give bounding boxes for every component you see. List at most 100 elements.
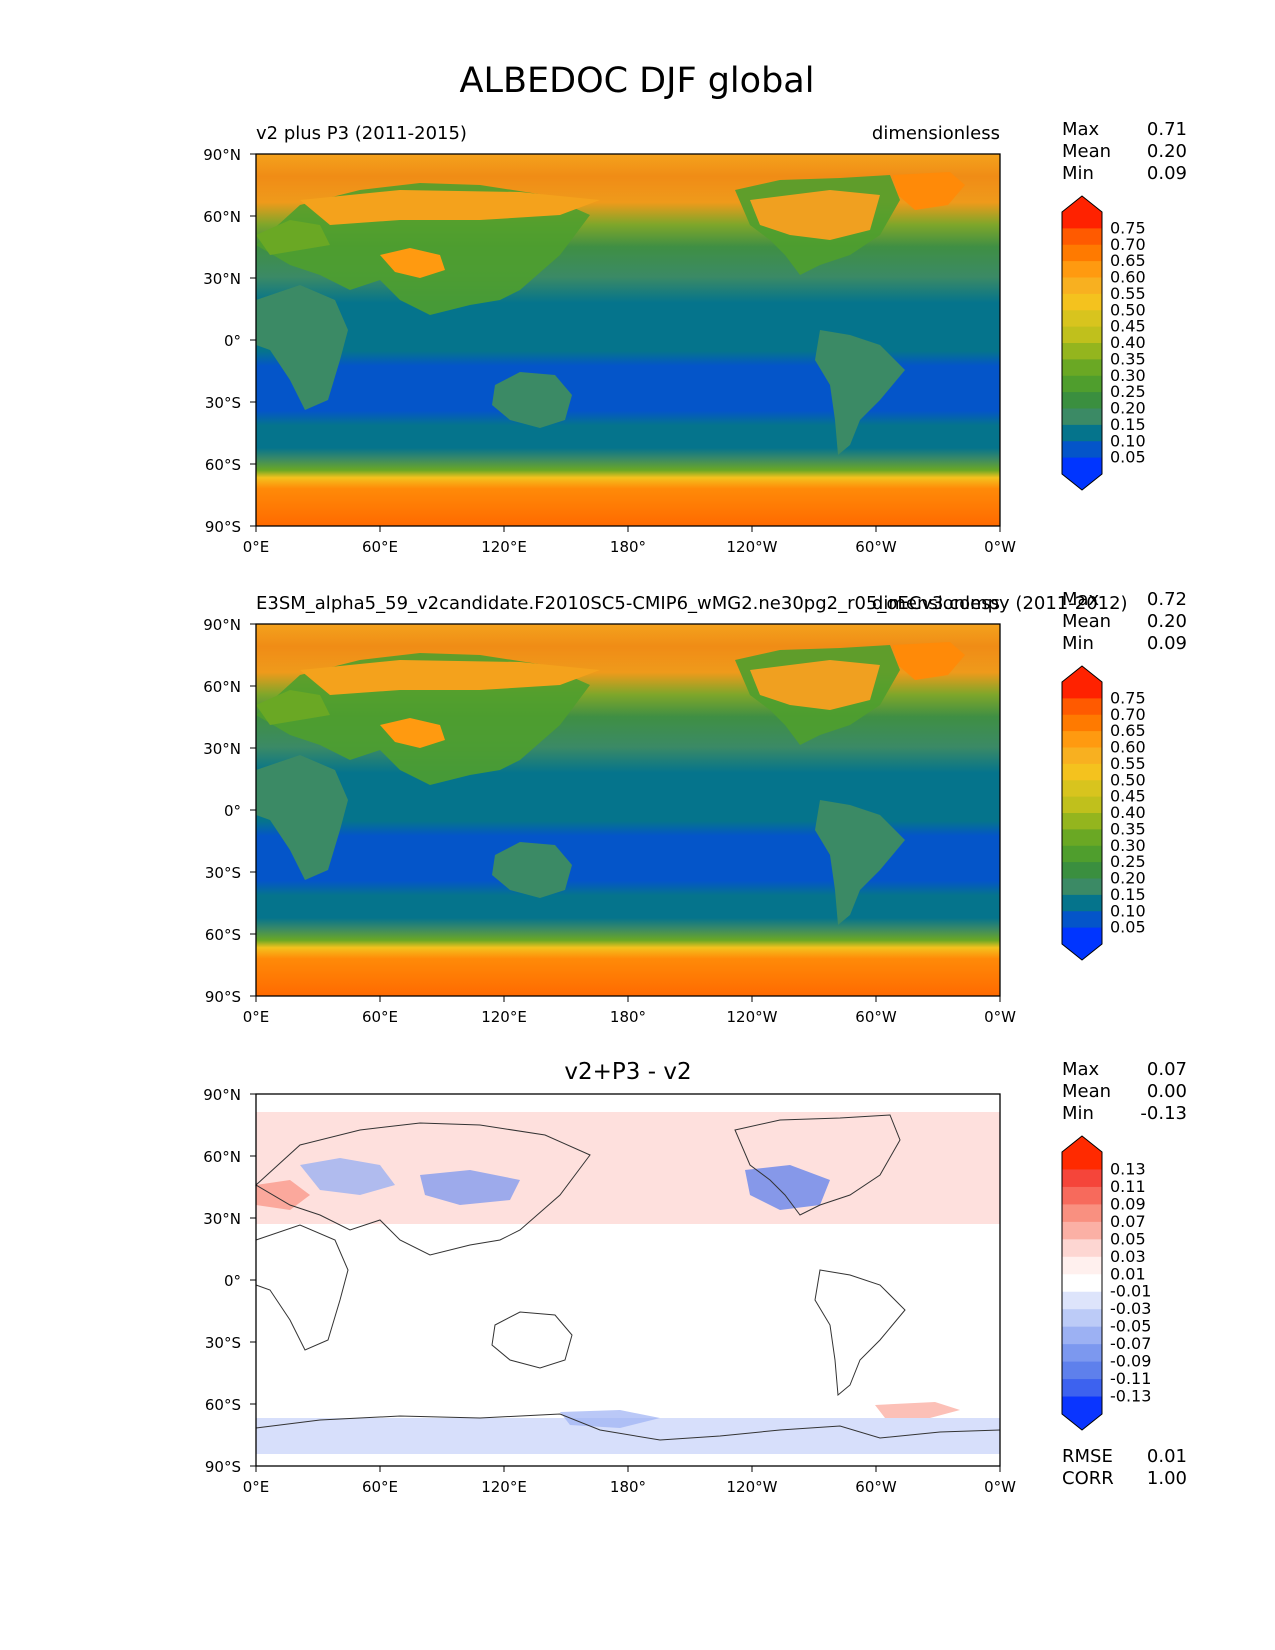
colorbar-segment [1062,682,1102,699]
colorbar-segment [1062,731,1102,749]
snow-tibet [380,718,445,748]
x-tick-label: 60°W [855,1008,897,1026]
stat-value: 0.20 [1147,611,1187,632]
diff-europe-pos [256,1180,310,1210]
colorbar: 0.130.110.090.070.050.030.01-0.01-0.03-0… [1061,1135,1151,1431]
colorbar-extend-bottom [1062,1414,1102,1430]
continent-africa [256,755,348,880]
colorbar-tick-label: 0.01 [1110,1264,1146,1283]
colorbar-segment [1062,1291,1102,1310]
panel-right-title: dimensionless [872,593,1000,614]
y-tick-label: 30°S [205,864,241,882]
colorbar-segment [1062,894,1102,912]
colorbar-segment [1062,714,1102,732]
colorbar-segment [1062,763,1102,781]
y-tick-label: 90°S [205,988,241,1006]
colorbar-segment [1062,1204,1102,1223]
colorbar-segment [1062,375,1102,393]
x-tick-label: 60°W [855,538,897,556]
colorbar-segment [1062,228,1102,246]
figure-title: ALBEDOC DJF global [460,61,815,101]
land-coast-europe [256,220,330,255]
snow-northern-belt [300,190,600,225]
colorbar-tick-label: 0.45 [1110,317,1146,336]
stats-block: Max 0.72 Mean 0.20 Min 0.09 [1062,589,1187,654]
panel-left-title: E3SM_alpha5_59_v2candidate.F2010SC5-CMIP… [256,593,1128,614]
stat-value: 0.07 [1147,1059,1187,1080]
x-tick-label: 0°E [243,1478,270,1496]
colorbar-tick-label: -0.13 [1110,1387,1151,1406]
stat-label: Mean [1062,141,1111,162]
y-tick-label: 0° [224,1272,241,1290]
colorbar-tick-label: 0.55 [1110,754,1146,773]
colorbar-segment [1062,1309,1102,1328]
colorbar-segment [1062,244,1102,262]
colorbar-tick-label: -0.01 [1110,1282,1151,1301]
x-tick-label: 120°E [481,1478,527,1496]
stat-label: Mean [1062,611,1111,632]
x-tick-label: 60°E [362,1478,398,1496]
colorbar-segment [1062,1326,1102,1345]
colorbar-tick-label: 0.15 [1110,415,1146,434]
land-coast-europe [256,690,330,725]
snow-northern-belt [300,660,600,695]
colorbar-tick-label: 0.10 [1110,901,1146,920]
panel-difference: v2+P3 - v2 [203,1059,1187,1496]
colorbar-segment [1062,878,1102,896]
colorbar-segment [1062,1256,1102,1275]
colorbar-segment [1062,698,1102,716]
colorbar-tick-label: -0.11 [1110,1369,1151,1388]
colorbar-segment [1062,927,1102,945]
y-tick-label: 90°S [205,1458,241,1476]
colorbar-tick-label: 0.13 [1110,1159,1146,1178]
colorbar-extend-top [1062,196,1102,212]
colorbar-segment [1062,261,1102,279]
colorbar-tick-label: 0.50 [1110,770,1146,789]
stat-label: Max [1062,589,1100,610]
x-tick-label: 60°E [362,1008,398,1026]
colorbar-segment [1062,1274,1102,1293]
x-tick-label: 0°E [243,1008,270,1026]
x-tick-label: 120°E [481,538,527,556]
x-tick-label: 120°W [727,1008,778,1026]
panel-left-title: v2 plus P3 (2011-2015) [256,123,467,144]
colorbar-segment [1062,747,1102,765]
colorbar-segment [1062,1344,1102,1363]
colorbar-tick-label: 0.65 [1110,721,1146,740]
colorbar-segment [1062,911,1102,929]
colorbar-outline [1061,1135,1103,1431]
colorbar-tick-label: -0.03 [1110,1299,1151,1318]
x-tick-label: 0°W [984,538,1016,556]
y-tick-label: 30°N [203,1210,241,1228]
coast-south-america [814,1269,906,1396]
diff-siberia-neg [300,1158,395,1195]
stat-label: Max [1062,119,1100,140]
colorbar-tick-label: 0.20 [1110,399,1146,418]
x-tick-label: 60°W [855,1478,897,1496]
continent-south-america [815,800,905,925]
x-tick-label: 0°W [984,1008,1016,1026]
y-tick-label: 90°N [203,1086,241,1104]
colorbar-segment [1062,441,1102,459]
colorbar-tick-label: 0.75 [1110,218,1146,237]
colorbar-segment [1062,1239,1102,1258]
stats-block: Max 0.71 Mean 0.20 Min 0.09 [1062,119,1187,184]
colorbar-tick-label: 0.70 [1110,235,1146,254]
stat-value: -0.13 [1140,1103,1187,1124]
snow-north-america [750,660,880,710]
colorbar-tick-label: 0.55 [1110,284,1146,303]
colorbar-tick-label: 0.40 [1110,333,1146,352]
coast-eurasia [255,1122,591,1256]
colorbar-tick-label: 0.75 [1110,688,1146,707]
coastline-outlines [255,1114,1001,1441]
colorbar-tick-label: 0.25 [1110,382,1146,401]
colorbar-segment [1062,457,1102,475]
y-tick-label: 60°S [205,1396,241,1414]
colorbar-tick-label: 0.40 [1110,803,1146,822]
stat-value: 0.00 [1147,1081,1187,1102]
y-tick-label: 60°N [203,678,241,696]
stat-value: 1.00 [1147,1468,1187,1489]
y-tick-label: 30°S [205,394,241,412]
colorbar-tick-label: 0.50 [1110,300,1146,319]
colorbar-segment [1062,1221,1102,1240]
